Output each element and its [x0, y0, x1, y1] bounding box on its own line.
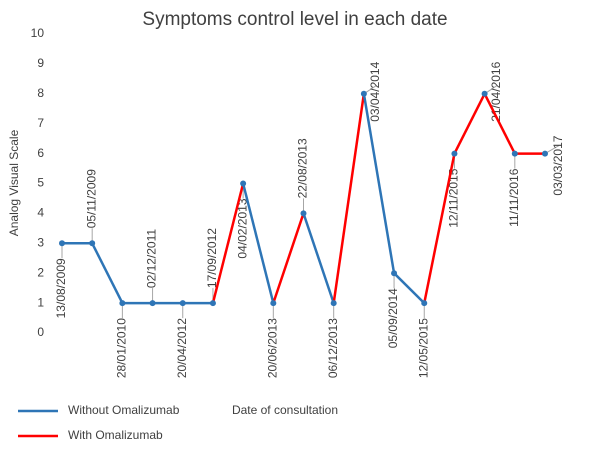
- date-label: 05/09/2014: [386, 288, 400, 348]
- point: [270, 300, 277, 307]
- legend-label: With Omalizumab: [68, 428, 163, 442]
- point: [149, 300, 156, 307]
- line-segment: [393, 272, 426, 304]
- date-label: 12/11/2015: [447, 168, 461, 227]
- line-segment: [453, 93, 486, 155]
- date-label: 04/02/2013: [235, 198, 249, 258]
- point: [59, 240, 65, 247]
- y-tick-label: 5: [37, 176, 44, 190]
- line-segment: [272, 213, 305, 304]
- date-label: 03/03/2017: [551, 135, 565, 195]
- point: [421, 300, 428, 307]
- y-tick-label: 9: [37, 56, 44, 70]
- line-segment: [483, 93, 516, 155]
- y-tick-label: 4: [37, 206, 44, 220]
- date-label: 05/11/2009: [84, 169, 98, 228]
- point: [360, 90, 367, 97]
- point: [391, 270, 398, 277]
- line-segment: [362, 93, 396, 274]
- point: [119, 300, 126, 307]
- y-tick-label: 10: [31, 26, 45, 40]
- line-segment: [241, 183, 275, 304]
- point: [330, 300, 337, 307]
- date-label: 17/09/2012: [205, 228, 219, 288]
- date-label: 22/08/2013: [296, 138, 310, 198]
- point: [179, 300, 186, 307]
- y-tick-label: 2: [37, 265, 44, 279]
- y-tick-label: 8: [37, 86, 44, 100]
- y-tick-label: 0: [37, 325, 44, 339]
- y-tick-label: 6: [37, 146, 44, 160]
- date-label: 21/04/2016: [489, 61, 503, 121]
- date-label: 11/11/2016: [507, 168, 521, 227]
- point: [481, 90, 488, 97]
- date-label: 02/12/2011: [145, 229, 159, 288]
- date-label: 03/04/2014: [368, 61, 382, 121]
- y-tick-label: 3: [37, 235, 44, 249]
- line-segment: [332, 93, 366, 304]
- legend-label: Without Omalizumab: [68, 403, 180, 417]
- point: [209, 300, 216, 307]
- line-segment: [302, 213, 335, 304]
- y-tick-label: 1: [37, 295, 44, 309]
- date-label: 06/12/2013: [326, 318, 340, 378]
- point: [451, 150, 458, 157]
- y-axis-title: Analog Visual Scale: [7, 129, 21, 236]
- point: [89, 240, 96, 247]
- x-axis-title: Date of consultation: [232, 403, 338, 417]
- point: [300, 210, 307, 217]
- line-segment: [211, 183, 245, 304]
- point: [511, 150, 518, 157]
- point: [542, 150, 548, 157]
- point: [240, 180, 247, 187]
- date-label: 13/08/2009: [54, 258, 68, 318]
- date-label: 20/06/2013: [265, 318, 279, 378]
- date-label: 12/05/2015: [416, 318, 430, 378]
- line-segment: [91, 242, 124, 304]
- line-segment: [423, 153, 456, 304]
- y-tick-label: 7: [37, 116, 44, 130]
- date-label: 28/01/2010: [115, 318, 129, 378]
- chart-title: Symptoms control level in each date: [142, 9, 447, 30]
- date-label: 20/04/2012: [175, 318, 189, 378]
